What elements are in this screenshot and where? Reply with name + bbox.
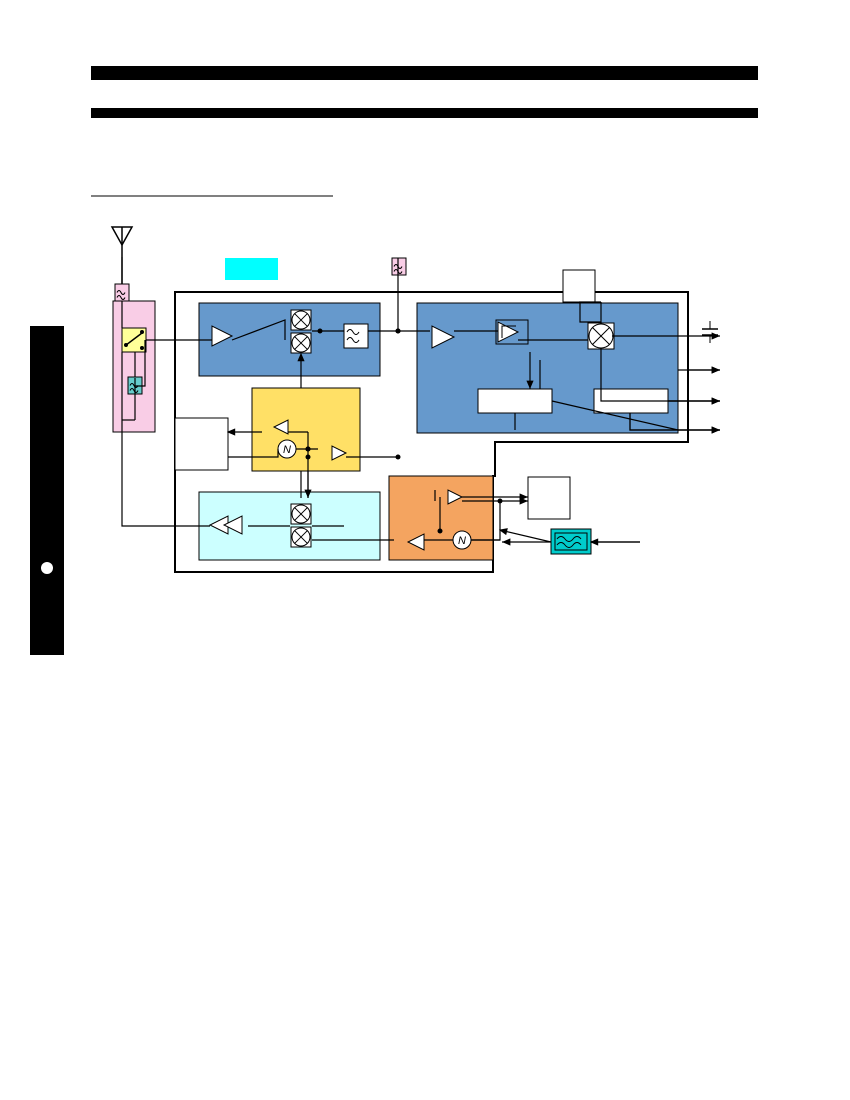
page: NN bbox=[0, 0, 850, 1100]
svg-text:N: N bbox=[283, 444, 291, 456]
svg-text:N: N bbox=[458, 535, 466, 547]
block-diagram: NN bbox=[0, 0, 850, 700]
